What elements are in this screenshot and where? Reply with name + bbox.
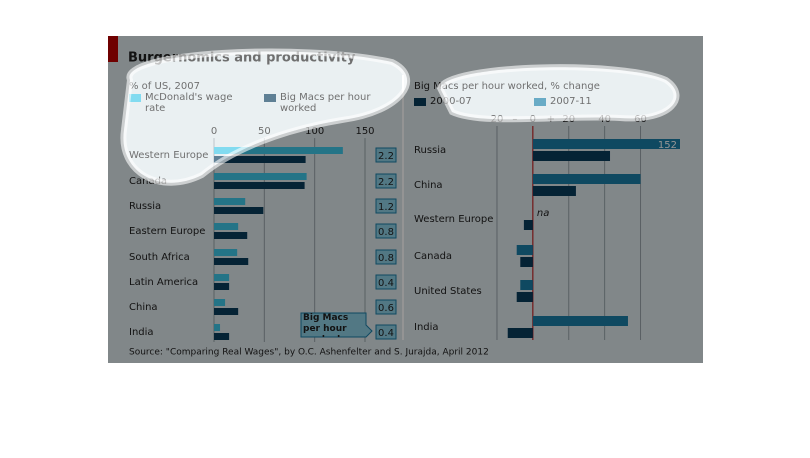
bar	[214, 308, 239, 315]
bar	[520, 257, 533, 267]
value-box-label: 0.6	[378, 303, 394, 314]
bar	[520, 280, 533, 290]
highlight-blob	[436, 64, 680, 123]
legend-text: 2000-07	[430, 96, 472, 107]
bar	[214, 156, 306, 163]
legend-text: Big Macs per hour worked	[280, 92, 371, 114]
x-tick-label: 0	[211, 126, 217, 137]
category-label: Canada	[129, 176, 167, 187]
value-box	[375, 198, 397, 214]
value-box-label: 1.2	[378, 202, 394, 213]
bar	[532, 139, 680, 149]
x-tick-label: 50	[258, 126, 271, 137]
legend-label: McDonald's wage rate	[145, 92, 233, 114]
bar	[214, 283, 230, 290]
bar	[523, 220, 533, 230]
category-label: India	[129, 327, 154, 338]
bar	[214, 207, 264, 214]
category-label: Russia	[129, 201, 161, 212]
legend-label: Big Macs per hour worked	[280, 92, 371, 114]
value-label: 152	[658, 140, 677, 151]
bar	[214, 258, 249, 265]
legend-label: 2000-07	[430, 96, 472, 107]
brand-marker	[108, 36, 118, 62]
category-label: China	[414, 180, 443, 191]
value-box	[375, 249, 397, 265]
bar	[532, 316, 628, 326]
value-label-bg	[654, 139, 680, 149]
x-tick-label: 100	[305, 126, 324, 137]
value-box-label: 0.8	[378, 253, 394, 264]
category-label: Eastern Europe	[129, 226, 205, 237]
bar	[214, 198, 246, 205]
value-box	[375, 324, 397, 340]
bar	[532, 174, 641, 184]
category-label: China	[129, 302, 158, 313]
bar	[532, 186, 576, 196]
category-label: Canada	[414, 251, 452, 262]
value-box-label: 0.4	[378, 328, 394, 339]
bar	[532, 151, 611, 161]
value-box-label: 2.2	[378, 177, 394, 188]
value-box	[375, 274, 397, 290]
value-box	[375, 299, 397, 315]
category-label: Latin America	[129, 277, 198, 288]
bar	[507, 328, 533, 338]
chart-subtitle: Big Macs per hour worked, % change	[414, 81, 600, 92]
bar	[214, 299, 226, 306]
bar	[214, 249, 238, 256]
highlight-blob	[120, 48, 411, 186]
value-box-label: 0.4	[378, 278, 394, 289]
legend-text: 2007-11	[550, 96, 592, 107]
legend-swatch	[129, 94, 141, 102]
bar	[214, 324, 221, 331]
bar	[214, 182, 305, 189]
value-label: na	[537, 208, 549, 219]
chart-subtitle: % of US, 2007	[129, 81, 200, 92]
category-label: Western Europe	[129, 150, 208, 161]
legend-swatch	[414, 98, 426, 106]
category-label: South Africa	[129, 252, 190, 263]
category-label: Russia	[414, 145, 446, 156]
callout-label: Big Macs per hour worked	[303, 313, 349, 337]
bar	[516, 292, 533, 302]
callout-box	[300, 312, 373, 338]
legend-text: McDonald's wage rate	[145, 92, 233, 114]
category-label: India	[414, 322, 439, 333]
value-box	[375, 173, 397, 189]
bar	[214, 274, 230, 281]
value-box	[375, 223, 397, 239]
value-box-label: 0.8	[378, 227, 394, 238]
x-tick-label: 150	[355, 126, 374, 137]
legend-swatch	[534, 98, 546, 106]
bar	[214, 173, 307, 180]
bar	[516, 245, 533, 255]
callout-text: Big Macs per hour worked	[303, 313, 349, 337]
value-box	[375, 147, 397, 163]
bar	[214, 232, 248, 239]
bar	[214, 147, 343, 154]
value-box-label: 2.2	[378, 151, 394, 162]
bar	[214, 333, 230, 340]
category-label: United States	[414, 286, 482, 297]
category-label: Western Europe	[414, 214, 493, 225]
source: Source: "Comparing Real Wages", by O.C. …	[129, 348, 489, 358]
legend-swatch	[264, 94, 276, 102]
bar	[214, 223, 239, 230]
legend-label: 2007-11	[550, 96, 592, 107]
